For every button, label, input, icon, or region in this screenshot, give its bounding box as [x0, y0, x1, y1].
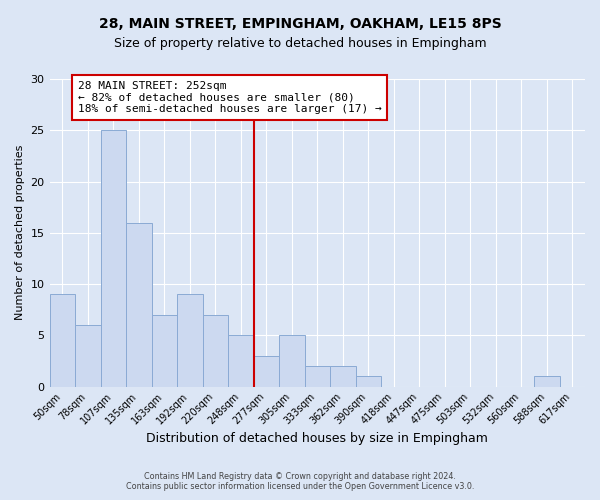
Bar	[126, 222, 152, 386]
Bar	[50, 294, 75, 386]
Bar	[75, 325, 101, 386]
Bar	[534, 376, 560, 386]
Bar	[330, 366, 356, 386]
Text: Size of property relative to detached houses in Empingham: Size of property relative to detached ho…	[113, 38, 487, 51]
Text: Contains public sector information licensed under the Open Government Licence v3: Contains public sector information licen…	[126, 482, 474, 491]
Bar	[356, 376, 381, 386]
Text: 28 MAIN STREET: 252sqm
← 82% of detached houses are smaller (80)
18% of semi-det: 28 MAIN STREET: 252sqm ← 82% of detached…	[77, 81, 382, 114]
Bar	[177, 294, 203, 386]
Text: Contains HM Land Registry data © Crown copyright and database right 2024.: Contains HM Land Registry data © Crown c…	[144, 472, 456, 481]
Bar	[101, 130, 126, 386]
Text: 28, MAIN STREET, EMPINGHAM, OAKHAM, LE15 8PS: 28, MAIN STREET, EMPINGHAM, OAKHAM, LE15…	[98, 18, 502, 32]
Bar	[279, 336, 305, 386]
Bar	[152, 315, 177, 386]
Y-axis label: Number of detached properties: Number of detached properties	[15, 145, 25, 320]
Bar	[305, 366, 330, 386]
X-axis label: Distribution of detached houses by size in Empingham: Distribution of detached houses by size …	[146, 432, 488, 445]
Bar	[228, 336, 254, 386]
Bar	[254, 356, 279, 386]
Bar	[203, 315, 228, 386]
